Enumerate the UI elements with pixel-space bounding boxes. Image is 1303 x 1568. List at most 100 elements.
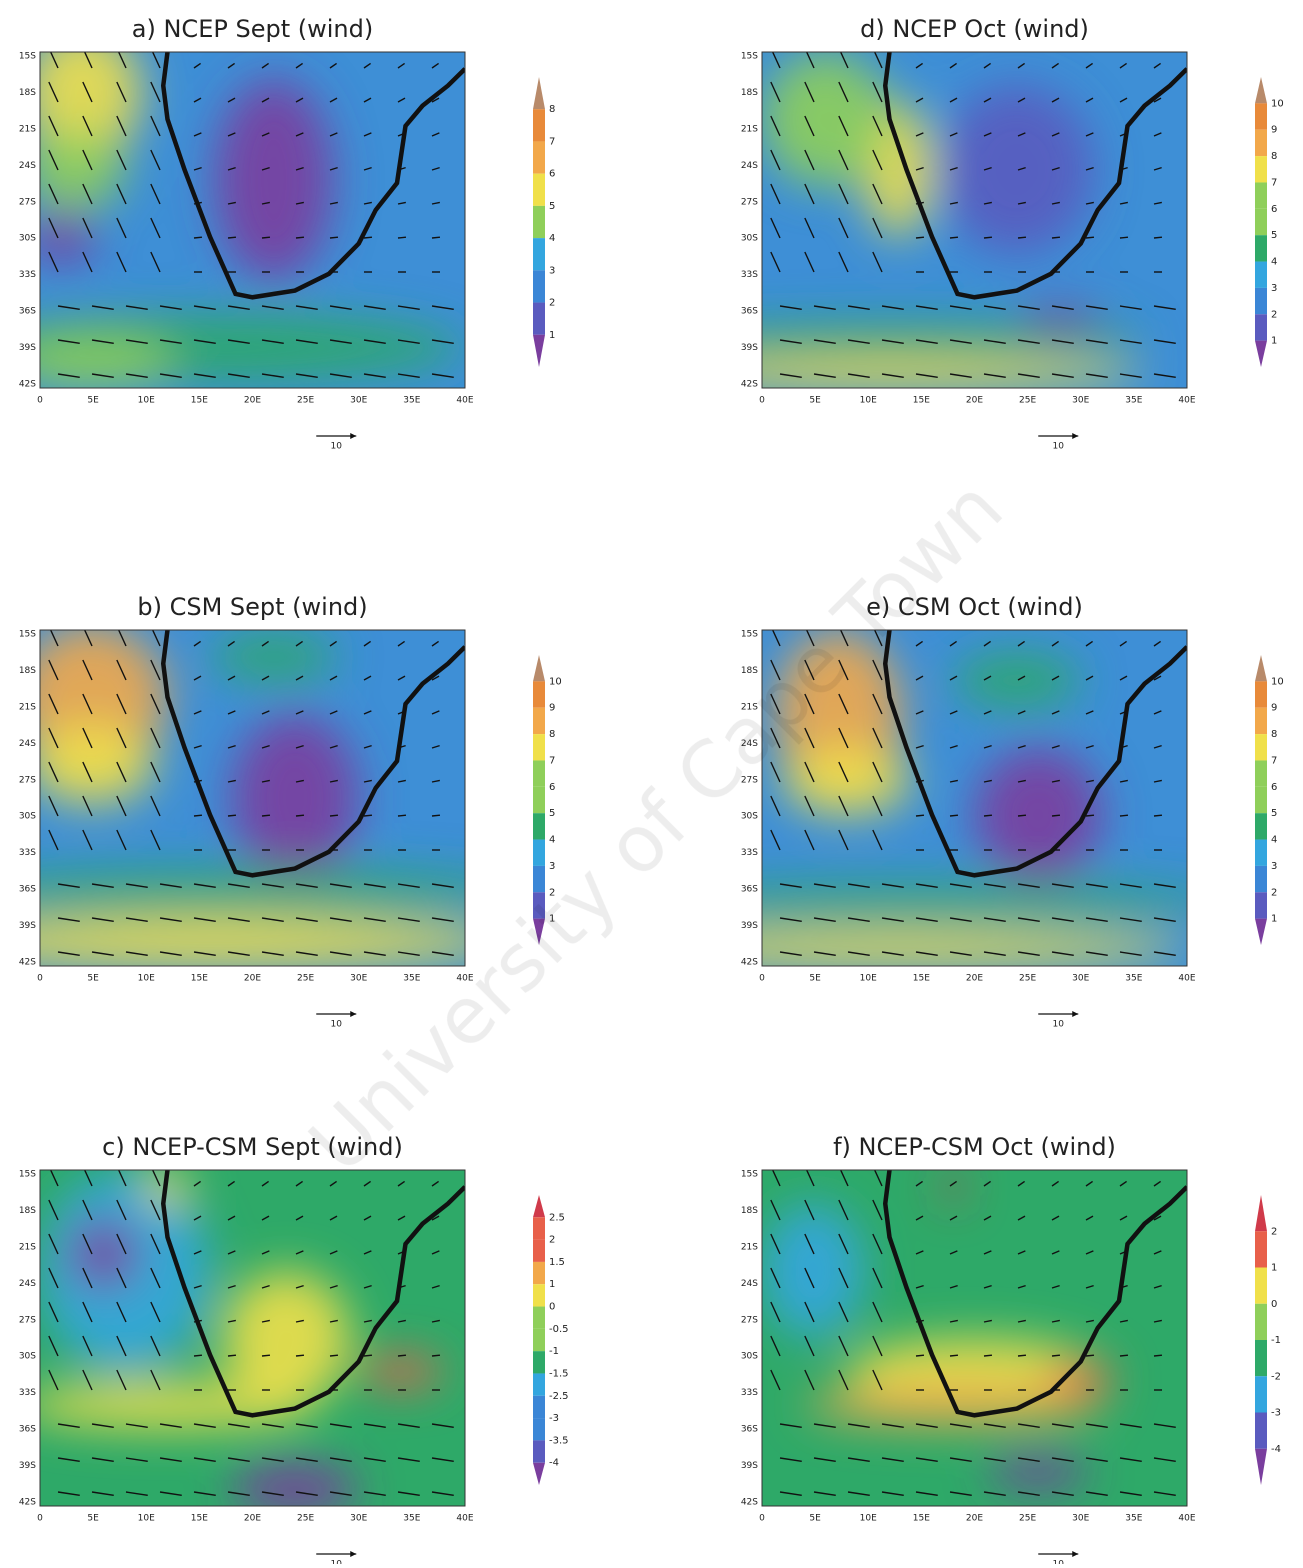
contour-region <box>762 1203 864 1339</box>
wind-vector <box>295 1491 318 1496</box>
wind-vector <box>227 62 235 69</box>
y-tick-label: 42S <box>19 958 36 968</box>
wind-vector <box>1017 1284 1026 1289</box>
wind-vector <box>431 1180 439 1187</box>
colorbar-segment <box>1255 182 1267 209</box>
wind-vector <box>82 829 93 851</box>
wind-vector <box>949 1284 958 1289</box>
wind-vector <box>838 1267 849 1289</box>
wind-vector <box>82 1267 93 1289</box>
wind-vector <box>150 727 161 749</box>
wind-vector <box>779 917 802 922</box>
wind-vector <box>116 1369 127 1391</box>
colorbar-label: 2 <box>549 887 555 898</box>
field <box>40 630 465 966</box>
wind-vector <box>1153 373 1176 378</box>
x-tick-label: 5E <box>809 396 821 406</box>
wind-vector <box>193 1423 216 1428</box>
wind-vector <box>48 115 59 137</box>
colorbar-label: 8 <box>1271 729 1277 740</box>
wind-vector <box>363 1180 371 1187</box>
map-panel: b) CSM Sept (wind) 15S 18S 21S 24S 27S 30S 33S 3… <box>19 593 562 1030</box>
wind-vector <box>881 305 904 310</box>
contour-region <box>231 1462 359 1506</box>
colorbar-label: -3.5 <box>549 1435 569 1446</box>
contours <box>762 52 1145 388</box>
contour-region <box>940 85 1094 254</box>
colorbar-tip <box>533 918 545 945</box>
y-tick-label: 24S <box>19 739 36 749</box>
wind-vector <box>295 166 304 171</box>
wind-vector <box>397 1319 406 1323</box>
wind-vector <box>82 795 93 817</box>
wind-vector <box>151 52 161 69</box>
wind-vector <box>227 1354 237 1357</box>
wind-vector <box>295 710 304 715</box>
wind-vector <box>227 640 235 647</box>
contour-region <box>762 52 890 187</box>
wind-vector <box>363 814 373 817</box>
wind-vector <box>915 951 938 956</box>
wind-vector <box>125 917 148 922</box>
y-tick-label: 15S <box>741 1170 758 1180</box>
wind-vector <box>770 149 781 171</box>
wind-vector <box>1119 62 1127 69</box>
y-tick-label: 42S <box>19 380 36 390</box>
wind-vector <box>150 183 161 205</box>
contour-region <box>987 1455 1090 1490</box>
colorbar-segment <box>533 786 545 814</box>
colorbar-label: 9 <box>1271 703 1277 714</box>
wind-vector <box>295 1319 304 1323</box>
wind-vector <box>397 951 420 956</box>
y-tick-label: 30S <box>19 234 36 244</box>
wind-vector <box>116 761 127 783</box>
wind-vector <box>949 883 972 888</box>
x-tick-label: 35E <box>403 396 420 406</box>
wind-vector <box>261 305 284 310</box>
wind-vector <box>329 640 337 647</box>
colorbar-label: 1 <box>549 1279 555 1290</box>
wind-vector <box>91 1457 114 1462</box>
y-tick-label: 42S <box>741 958 758 968</box>
colorbar-tip <box>533 334 545 367</box>
wind-vector <box>915 883 938 888</box>
wind-vector <box>363 1354 373 1357</box>
wind-vector <box>261 132 270 137</box>
contour-region <box>40 868 465 909</box>
colorbar-tip <box>1255 340 1267 367</box>
wind-vector <box>949 62 957 69</box>
wind-vector <box>1051 1284 1060 1289</box>
frame <box>761 51 1188 389</box>
wind-vector <box>804 115 815 137</box>
wind-vector <box>847 1457 870 1462</box>
wind-vector <box>949 814 959 817</box>
wind-vector <box>1119 951 1142 956</box>
colorbar-label: 1 <box>1271 914 1277 925</box>
wind-vector <box>983 339 1006 344</box>
wind-vector <box>1153 744 1162 749</box>
wind-vector <box>873 630 883 647</box>
contour-region <box>762 929 1187 966</box>
colorbar-segment <box>1255 734 1267 761</box>
y-tick-label: 15S <box>19 630 36 640</box>
wind-vector <box>838 659 849 681</box>
colorbar-label: 4 <box>549 835 555 846</box>
wind-vector <box>48 1335 59 1357</box>
wind-vector <box>363 640 371 647</box>
contour-region <box>40 915 465 966</box>
wind-vector <box>363 917 386 922</box>
colorbar-segment <box>533 1328 545 1352</box>
colorbar-label: 5 <box>1271 808 1277 819</box>
map-panel: f) NCEP-CSM Oct (wind) 15S 18S 21S 24S 27S 30S… <box>741 1133 1281 1568</box>
wind-vector <box>949 779 958 783</box>
wind-vector <box>116 1233 127 1255</box>
y-tick-label: 18S <box>19 1206 36 1216</box>
x-tick-label: 10E <box>860 1514 877 1524</box>
wind-vector <box>983 814 993 817</box>
wind-vector <box>813 339 836 344</box>
colorbar-tip <box>1255 655 1267 682</box>
wind-vector <box>329 710 338 715</box>
wind-vector <box>397 339 420 344</box>
wind-vector <box>193 814 203 817</box>
wind-vector <box>397 1491 420 1496</box>
